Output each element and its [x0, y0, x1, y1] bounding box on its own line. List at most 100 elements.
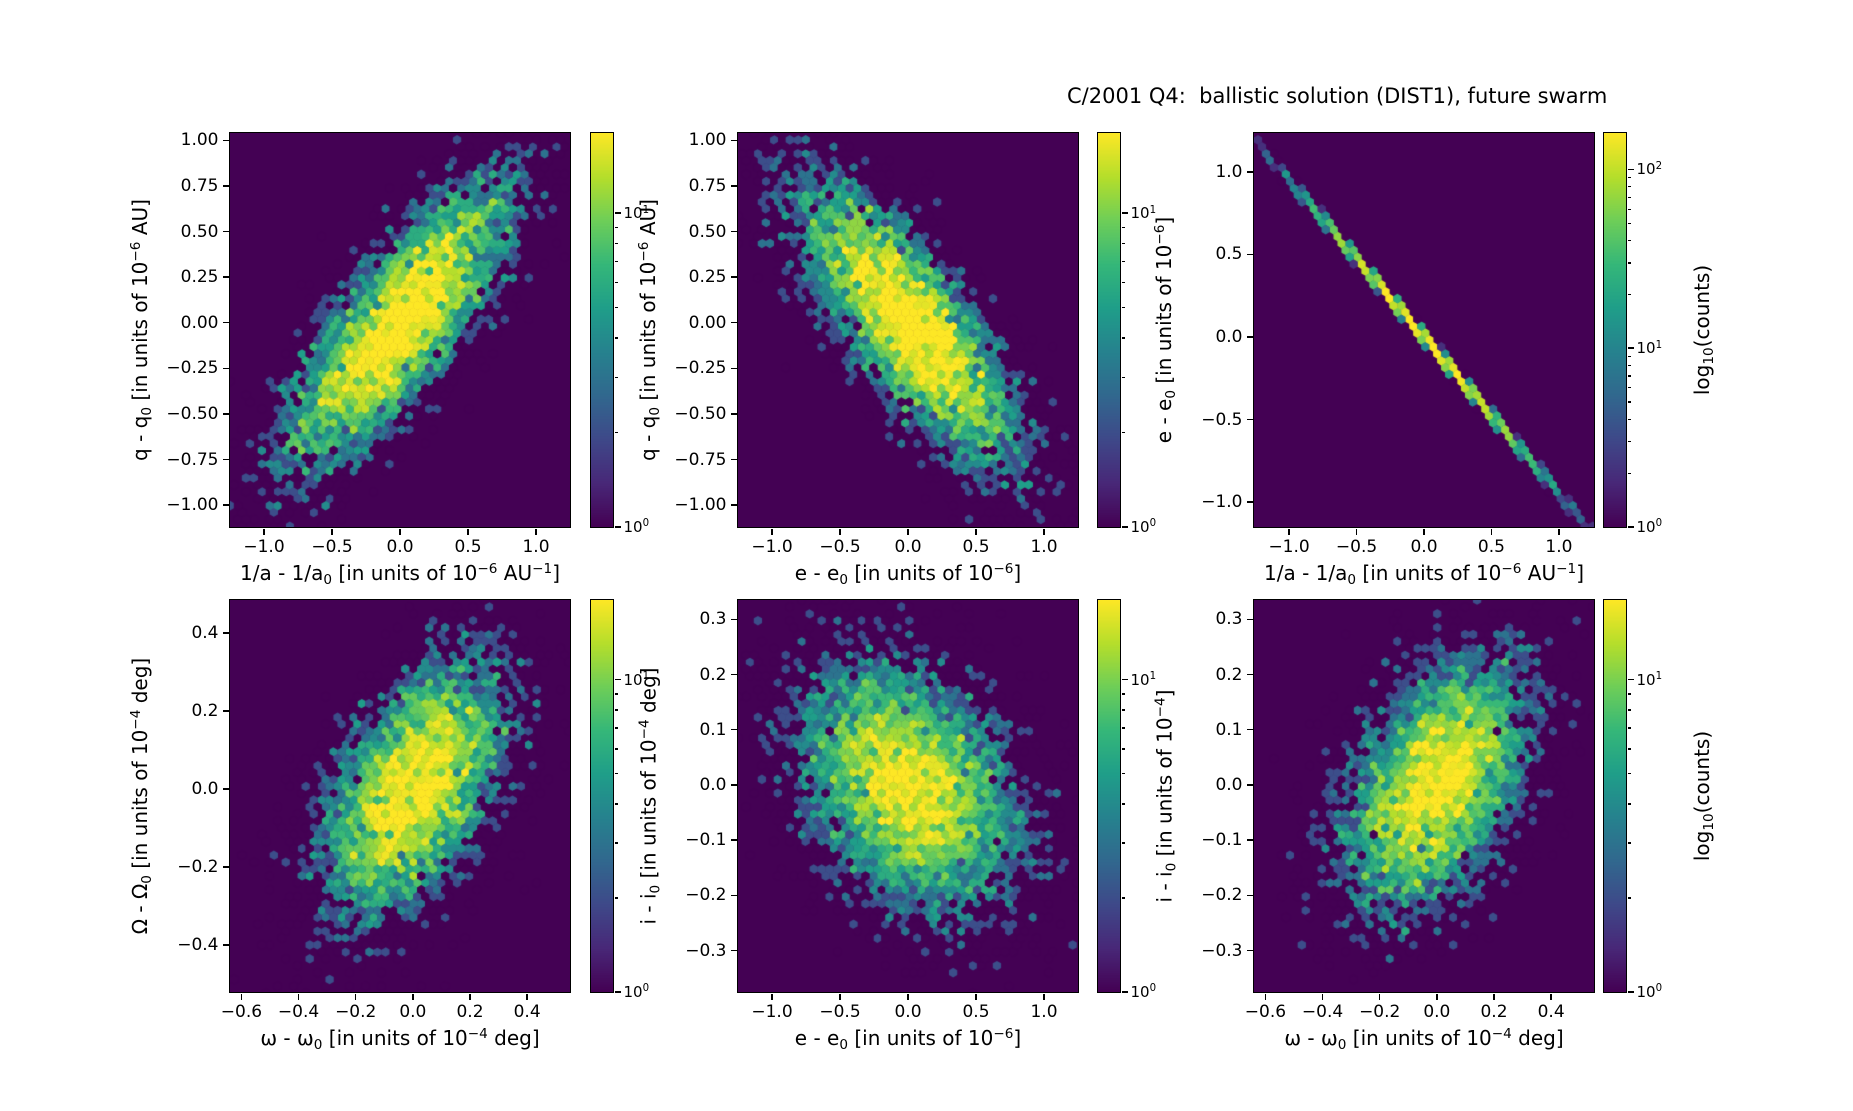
colorbar-tick [614, 678, 621, 681]
colorbar-canvas-e-vs-inv-a [1602, 131, 1627, 528]
colorbar-minor-tick [1627, 401, 1631, 403]
x-tick-label: 0.0 [399, 1001, 427, 1022]
y-tick [1246, 418, 1253, 421]
x-tick [1423, 528, 1425, 535]
colorbar-minor-tick [1121, 842, 1125, 844]
y-tick [222, 458, 229, 461]
y-tick-label: −0.25 [166, 358, 219, 379]
colorbar-minor-tick [1121, 709, 1125, 711]
y-tick-label: −0.3 [685, 940, 727, 961]
x-tick-label: 1.0 [1030, 1001, 1058, 1022]
x-axis-label: ω - ω0 [in units of 10−4 deg] [1284, 1025, 1564, 1053]
y-tick-label: 0.5 [1215, 244, 1243, 265]
x-tick [771, 528, 773, 535]
y-tick [222, 504, 229, 506]
y-tick-label: −0.2 [1201, 885, 1243, 906]
y-tick [730, 230, 737, 233]
y-tick-label: 0.3 [699, 609, 727, 630]
x-tick-label: 1.0 [1545, 536, 1573, 557]
x-tick [1550, 993, 1552, 1000]
x-tick-label: 0.0 [1410, 536, 1438, 557]
y-tick [222, 866, 229, 868]
y-tick-label: 0.2 [191, 701, 219, 722]
x-tick-label: −0.5 [1335, 536, 1378, 557]
y-tick-label: 0.50 [688, 221, 727, 242]
x-tick-label: 0.4 [1537, 1001, 1565, 1022]
x-tick [467, 528, 469, 535]
x-tick [975, 528, 977, 535]
colorbar-minor-tick [1121, 226, 1125, 229]
colorbar-minor-tick [614, 842, 618, 844]
colorbar-tick-label: 100 [1636, 518, 1663, 536]
y-tick-label: −0.50 [674, 403, 727, 424]
y-tick [730, 185, 737, 187]
colorbar-minor-tick [1627, 441, 1631, 443]
x-tick [1288, 528, 1290, 535]
x-axis-label: 1/a - 1/a0 [in units of 10−6 AU−1] [240, 560, 560, 588]
x-tick [907, 528, 909, 535]
hexbin-canvas-q-vs-e [736, 131, 1079, 528]
colorbar-tick-label: 101 [1130, 204, 1157, 223]
colorbar-minor-tick [614, 242, 618, 245]
colorbar-minor-tick [1121, 748, 1125, 750]
colorbar-minor-tick [614, 431, 618, 434]
y-tick-label: −0.25 [674, 358, 727, 379]
x-tick-label: 0.5 [454, 536, 482, 557]
x-tick-label: 0.4 [513, 1001, 541, 1022]
y-tick-label: 1.00 [180, 130, 219, 151]
y-tick-label: −1.0 [1201, 492, 1243, 513]
colorbar-minor-tick [1121, 431, 1125, 434]
colorbar-minor-tick [1121, 803, 1125, 805]
y-tick [730, 784, 737, 786]
x-tick [1321, 993, 1324, 1000]
colorbar-tick [614, 526, 621, 528]
y-tick-label: 0.4 [191, 623, 219, 644]
x-tick [535, 528, 537, 535]
y-tick [222, 185, 229, 187]
colorbar-minor-tick [1627, 208, 1631, 210]
y-axis-label-text: e - e0 [in units of 10−6] [1151, 216, 1179, 444]
colorbar-minor-tick [1627, 418, 1631, 420]
y-tick [222, 632, 229, 634]
x-tick [839, 528, 841, 535]
colorbar-tick-label: 100 [623, 518, 650, 536]
colorbar-minor-tick [614, 261, 618, 263]
x-axis-label: e - e0 [in units of 10−6] [794, 1025, 1022, 1053]
x-tick [331, 528, 333, 535]
colorbar-tick-label: 102 [1636, 160, 1663, 179]
colorbar-tick [1627, 678, 1634, 681]
colorbar-canvas-q-vs-e [1096, 131, 1121, 528]
x-tick-label: −1.0 [751, 536, 793, 557]
colorbar-tick [1627, 526, 1634, 528]
y-tick [1246, 171, 1253, 173]
y-tick [1246, 501, 1253, 503]
y-tick [222, 944, 229, 946]
colorbar-minor-tick [614, 337, 618, 339]
colorbar-tick-label: 100 [1130, 983, 1157, 1001]
y-axis-label-text: Ω - Ω0 [in units of 10−4 deg] [127, 657, 155, 935]
x-tick [526, 993, 528, 1000]
y-tick [222, 413, 229, 415]
x-tick [469, 993, 471, 1000]
x-tick-label: −1.0 [243, 536, 285, 557]
y-tick [730, 321, 737, 324]
x-tick-label: −0.4 [277, 1001, 320, 1022]
colorbar-minor-tick [1121, 727, 1125, 729]
colorbar-minor-tick [614, 773, 618, 775]
y-axis-label-text: i - i0 [in units of 10−4 deg] [635, 667, 663, 925]
colorbar-tick-label: 101 [1636, 339, 1663, 358]
y-tick [222, 230, 229, 233]
y-tick [730, 276, 737, 278]
x-tick-label: 0.0 [386, 536, 414, 557]
x-tick [240, 993, 243, 1000]
colorbar-tick-label: 100 [1130, 518, 1157, 536]
colorbar-tick [1627, 347, 1634, 349]
y-tick-label: −0.2 [685, 885, 727, 906]
y-tick [1246, 336, 1253, 338]
y-tick-label: 0.0 [191, 779, 219, 800]
colorbar-minor-tick [1121, 261, 1125, 263]
x-tick [771, 993, 773, 1000]
colorbar-minor-tick [1627, 262, 1631, 264]
colorbar-minor-tick [614, 282, 618, 284]
y-tick-label: −0.3 [1201, 940, 1243, 961]
